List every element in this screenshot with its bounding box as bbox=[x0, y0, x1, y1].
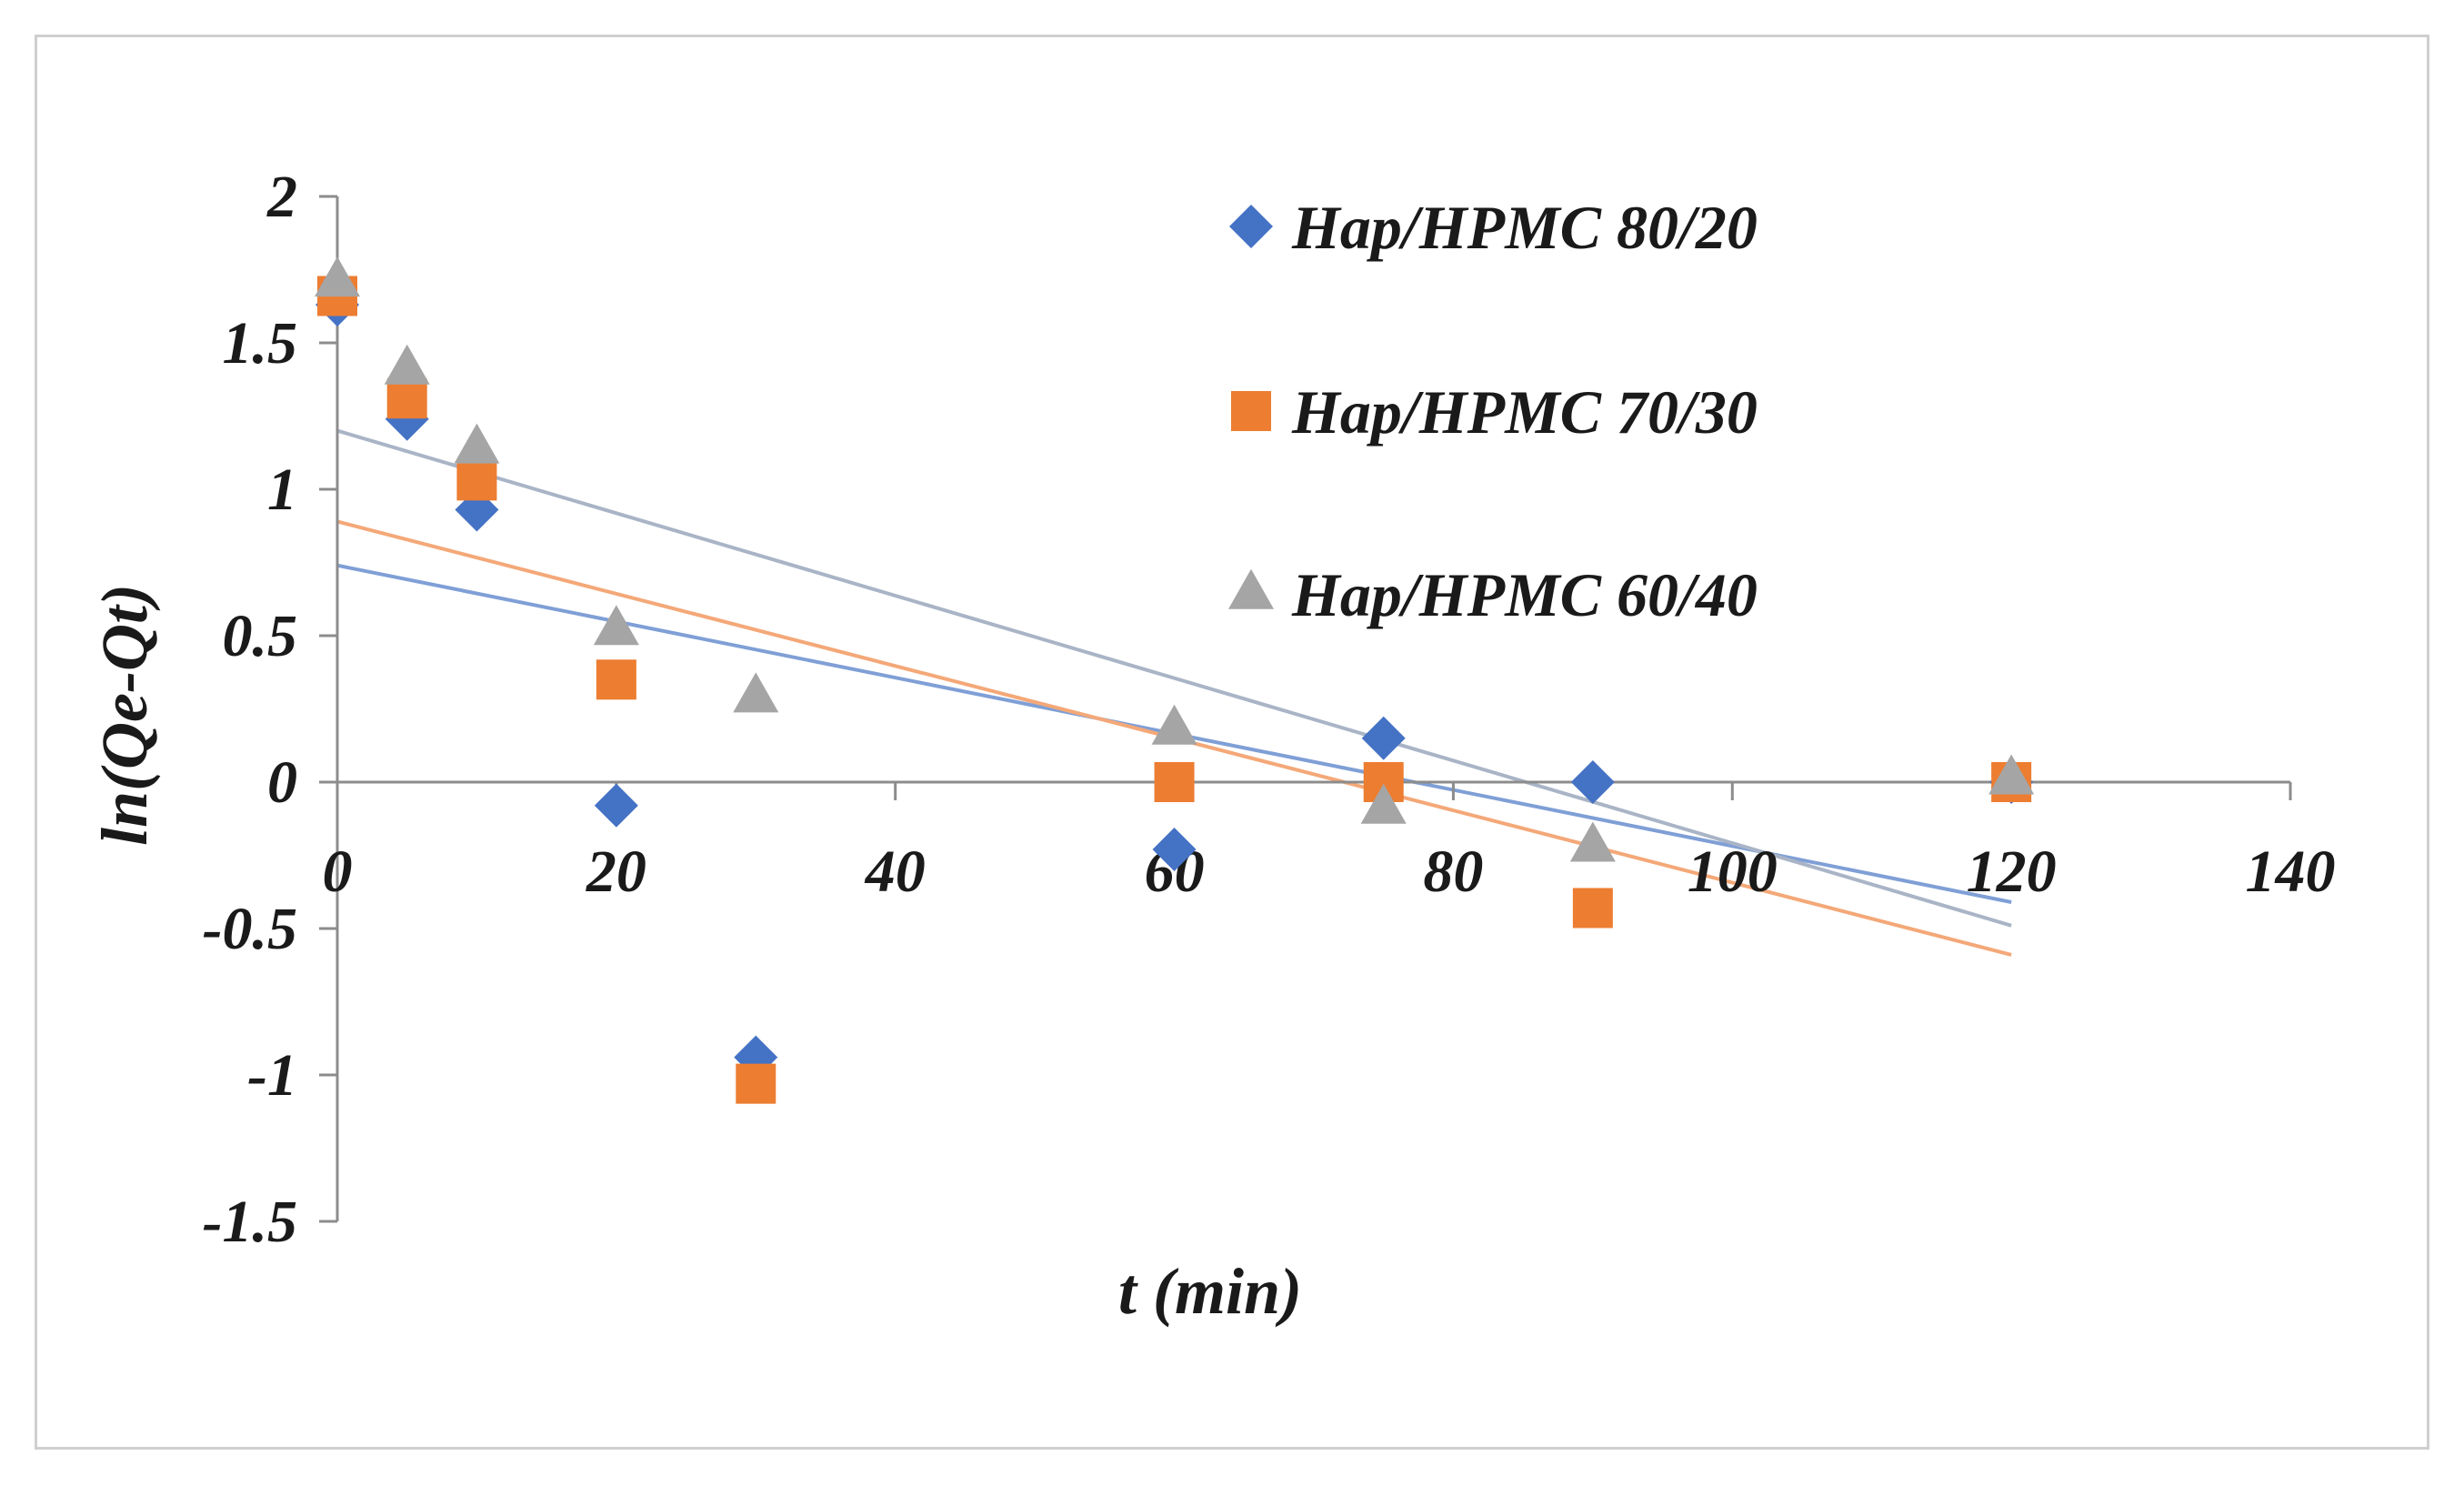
data-point-series-2 bbox=[736, 1063, 776, 1104]
trendline-series-3 bbox=[336, 428, 2012, 928]
x-tick-label: 120 bbox=[1967, 838, 2057, 905]
x-tick-label: 80 bbox=[1423, 838, 1483, 905]
data-point-series-2 bbox=[596, 659, 636, 700]
x-tick-label: 40 bbox=[864, 838, 926, 905]
y-tick-label: -0.5 bbox=[203, 896, 297, 962]
axes: -1.5-1-0.500.511.520 20 40 60 80 100 120 140 bbox=[203, 164, 2336, 1255]
x-tick-label: 140 bbox=[2246, 838, 2336, 905]
y-tick-label: 1.5 bbox=[223, 310, 298, 377]
data-point-series-3 bbox=[593, 605, 639, 646]
legend-marker-1 bbox=[1229, 205, 1273, 248]
data-point-series-3 bbox=[384, 344, 430, 385]
data-point-series-3 bbox=[1988, 754, 2035, 795]
y-tick-label: 1 bbox=[267, 457, 297, 523]
data-point-series-3 bbox=[1151, 704, 1197, 745]
data-point-series-1 bbox=[594, 783, 638, 828]
data-point-series-1 bbox=[1570, 760, 1615, 804]
data-point-series-1 bbox=[1361, 716, 1406, 760]
legend-label-3: Hap/HPMC 60/40 bbox=[1291, 560, 1758, 629]
data-point-series-2 bbox=[1572, 888, 1613, 929]
data-point-series-2 bbox=[456, 460, 497, 501]
x-tick-label: 100 bbox=[1688, 838, 1778, 905]
y-tick-label: -1.5 bbox=[203, 1189, 297, 1255]
legend-marker-3 bbox=[1228, 568, 1274, 609]
legend-marker-2 bbox=[1231, 391, 1271, 431]
data-point-series-3 bbox=[1360, 783, 1407, 824]
scatter-plot: -1.5-1-0.500.511.520 20 40 60 80 100 120 140 Ha… bbox=[88, 164, 2336, 1328]
data-point-series-3 bbox=[733, 672, 779, 713]
data-points bbox=[315, 256, 2035, 1104]
data-point-series-3 bbox=[454, 423, 500, 464]
legend: Hap/HPMC 80/20 Hap/HPMC 70/30 Hap/HPMC 60/… bbox=[1228, 193, 1758, 629]
y-axis-title: ln(Qe-Qt) bbox=[88, 584, 161, 846]
data-point-series-3 bbox=[1569, 821, 1616, 862]
x-tick-label: 0 bbox=[323, 838, 353, 905]
data-point-series-2 bbox=[386, 378, 427, 419]
data-point-series-2 bbox=[1154, 762, 1195, 802]
y-tick-label: -1 bbox=[247, 1042, 297, 1109]
data-point-series-3 bbox=[315, 256, 360, 297]
y-tick-label: 0.5 bbox=[223, 603, 298, 669]
chart-frame: -1.5 -1 -0.5 0 0.5 1 1.5 2 0 20 40 60 80 100 120 140 Ha… bbox=[35, 35, 2429, 1450]
y-tick-label: 2 bbox=[266, 164, 297, 230]
legend-label-2: Hap/HPMC 70/30 bbox=[1291, 377, 1758, 447]
y-tick-label: 0 bbox=[267, 749, 297, 816]
data-point-series-1 bbox=[1152, 828, 1197, 872]
legend-label-1: Hap/HPMC 80/20 bbox=[1291, 193, 1758, 262]
x-tick-label: 20 bbox=[586, 838, 646, 905]
x-axis-title: t (min) bbox=[1118, 1255, 1302, 1328]
